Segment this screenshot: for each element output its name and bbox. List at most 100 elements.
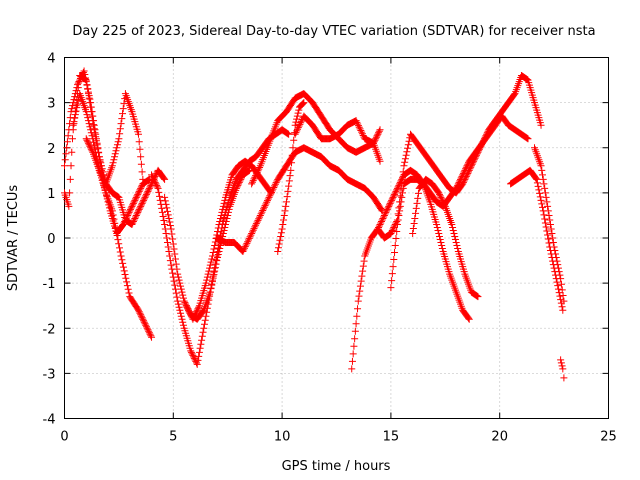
data-point: [179, 291, 187, 299]
data-point: [110, 215, 118, 223]
data-point: [115, 135, 123, 143]
data-point: [119, 259, 127, 267]
data-point: [255, 215, 263, 223]
data-point: [134, 130, 142, 138]
data-point: [144, 176, 152, 184]
data-point: [140, 195, 148, 203]
data-point: [174, 270, 182, 278]
data-point: [116, 130, 124, 138]
data-point: [454, 181, 462, 189]
data-point: [160, 216, 168, 224]
data-point: [190, 314, 198, 322]
data-point: [542, 223, 550, 231]
data-point: [137, 201, 145, 209]
data-point: [207, 284, 215, 292]
data-point: [256, 213, 264, 221]
data-point: [163, 234, 171, 242]
data-point: [541, 189, 549, 197]
data-point: [84, 85, 92, 93]
data-point: [350, 342, 358, 350]
data-point: [166, 257, 174, 265]
data-point: [185, 306, 193, 314]
data-point: [86, 123, 94, 131]
data-point: [278, 225, 286, 233]
data-point: [136, 186, 144, 194]
data-point: [211, 242, 219, 250]
data-point: [376, 220, 384, 228]
data-point: [148, 172, 156, 180]
y-tick-label: 3: [47, 97, 55, 112]
data-point: [216, 217, 224, 225]
data-point: [74, 84, 82, 92]
data-point: [122, 274, 130, 282]
data-point: [438, 245, 446, 253]
data-point: [246, 233, 254, 241]
data-point: [87, 145, 95, 153]
data-point: [548, 229, 556, 237]
data-point: [257, 210, 265, 218]
y-tick-label: -3: [43, 367, 56, 382]
data-point: [454, 180, 462, 188]
data-point: [398, 193, 406, 201]
data-point: [463, 162, 471, 170]
data-point: [474, 293, 482, 301]
data-point: [462, 165, 470, 173]
data-point: [473, 292, 481, 300]
data-point: [546, 216, 554, 224]
data-point: [553, 278, 561, 286]
data-point: [457, 175, 465, 183]
data-point: [274, 244, 282, 252]
data-point: [388, 228, 396, 236]
series-sat-j: [274, 99, 308, 256]
data-point: [124, 285, 132, 293]
data-point: [356, 125, 364, 133]
data-point: [136, 204, 144, 212]
data-point: [559, 306, 567, 314]
data-point: [293, 127, 301, 135]
data-point: [348, 357, 356, 365]
data-point: [459, 171, 467, 179]
data-point: [393, 227, 401, 235]
data-point: [171, 255, 179, 263]
data-point: [180, 297, 188, 305]
data-point: [259, 207, 267, 215]
data-point: [270, 184, 278, 192]
data-point: [288, 159, 296, 167]
data-point: [293, 112, 301, 120]
data-point: [130, 216, 138, 224]
data-point: [284, 130, 292, 138]
data-point: [151, 178, 159, 186]
data-point: [409, 229, 417, 237]
series-sat-o: [409, 175, 482, 301]
data-point: [391, 222, 399, 230]
data-point: [438, 242, 446, 250]
data-point: [557, 280, 565, 288]
data-point: [148, 333, 156, 341]
data-point: [222, 217, 230, 225]
data-point: [556, 292, 564, 300]
data-point: [248, 228, 256, 236]
data-point: [356, 287, 364, 295]
data-point: [112, 227, 120, 235]
data-point: [414, 189, 422, 197]
data-point: [254, 167, 262, 175]
data-point: [156, 192, 164, 200]
data-point: [558, 286, 566, 294]
data-point: [117, 120, 125, 128]
data-point: [376, 157, 384, 165]
data-point: [90, 125, 98, 133]
data-point: [200, 320, 208, 328]
data-point: [196, 344, 204, 352]
data-point: [179, 294, 187, 302]
data-point: [174, 300, 182, 308]
data-point: [388, 195, 396, 203]
data-point: [242, 241, 250, 249]
data-point: [173, 265, 181, 273]
data-point: [95, 166, 103, 174]
data-point: [208, 252, 216, 260]
data-point: [436, 192, 444, 200]
data-point: [454, 245, 462, 253]
data-point: [141, 193, 149, 201]
x-tick-label: 5: [169, 430, 177, 445]
data-point: [111, 150, 119, 158]
